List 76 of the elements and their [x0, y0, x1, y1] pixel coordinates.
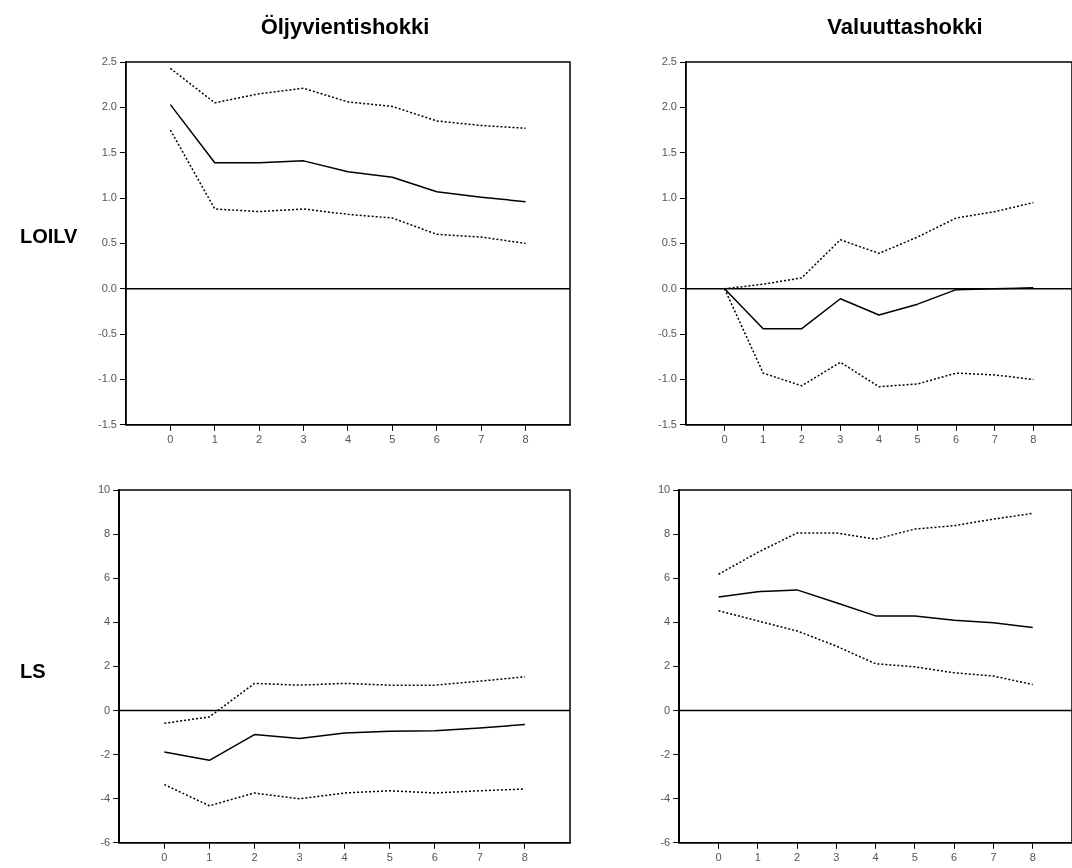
x-tick-label: 0 [161, 851, 168, 864]
y-tick-label: -0.5 [657, 327, 677, 340]
x-tick-label: 5 [389, 433, 396, 446]
y-tick-label: -2 [100, 747, 111, 760]
y-tick-label: 0.0 [101, 281, 117, 294]
x-tick-label: 0 [721, 433, 728, 446]
y-tick-label: 8 [664, 527, 671, 540]
x-tick-label: 8 [521, 851, 528, 864]
y-tick-label: 2.5 [101, 55, 117, 68]
y-tick-label: -1.5 [97, 417, 117, 430]
x-tick-label: 4 [875, 433, 883, 446]
y-axis-title: LOILV [20, 225, 78, 248]
x-tick-label: 4 [344, 433, 352, 446]
y-tick-label: 2.5 [661, 55, 677, 68]
y-tick-label: -6 [660, 835, 671, 848]
y-tick-label: 1.0 [661, 191, 677, 204]
y-tick-label: 1.5 [101, 145, 117, 158]
x-tick-label: 1 [211, 433, 218, 446]
x-tick-label: 1 [760, 433, 767, 446]
x-tick-label: 8 [1029, 851, 1036, 864]
y-tick-label: 1.5 [661, 145, 677, 158]
y-tick-label: 0 [664, 703, 671, 716]
x-tick-label: 3 [837, 433, 844, 446]
x-tick-label: 6 [951, 851, 958, 864]
y-tick-label: 0 [104, 703, 111, 716]
x-tick-label: 2 [256, 433, 263, 446]
y-tick-label: 10 [657, 483, 671, 496]
x-tick-label: 0 [715, 851, 722, 864]
x-tick-label: 7 [476, 851, 483, 864]
y-tick-label: 2 [104, 659, 111, 672]
x-tick-label: 5 [914, 433, 921, 446]
x-tick-label: 3 [296, 851, 303, 864]
y-tick-label: 1.0 [101, 191, 117, 204]
x-tick-label: 1 [206, 851, 213, 864]
x-tick-label: 1 [754, 851, 761, 864]
x-tick-label: 4 [872, 851, 879, 864]
x-tick-label: 7 [990, 851, 997, 864]
x-tick-label: 2 [794, 851, 801, 864]
x-tick-label: 8 [1030, 433, 1037, 446]
y-tick-label: -1.5 [657, 417, 677, 430]
x-tick-label: 3 [833, 851, 840, 864]
y-tick-label: -6 [100, 835, 111, 848]
y-tick-label: 8 [104, 527, 111, 540]
y-tick-label: 2 [664, 659, 671, 672]
y-tick-label: -1.0 [657, 372, 677, 385]
y-tick-label: 6 [104, 571, 111, 584]
x-tick-label: 7 [478, 433, 485, 446]
y-tick-label: 2.0 [661, 100, 677, 113]
x-tick-label: 8 [522, 433, 529, 446]
x-tick-label: 6 [953, 433, 960, 446]
y-tick-label: 0.5 [661, 236, 677, 249]
x-tick-label: 5 [911, 851, 918, 864]
x-tick-label: 5 [386, 851, 393, 864]
y-tick-label: -0.5 [97, 327, 117, 340]
y-tick-label: 2.0 [101, 100, 117, 113]
x-tick-label: 2 [798, 433, 805, 446]
y-tick-label: -1.0 [97, 372, 117, 385]
y-tick-label: -4 [100, 791, 111, 804]
y-tick-label: 10 [97, 483, 111, 496]
x-tick-label: 0 [167, 433, 174, 446]
y-tick-label: 4 [664, 615, 671, 628]
x-tick-label: 4 [341, 851, 348, 864]
chart-title: Valuuttashokki [826, 14, 984, 40]
y-tick-label: 0.0 [661, 281, 677, 294]
chart-title: Öljyvientishokki [259, 14, 431, 40]
y-tick-label: 4 [104, 615, 111, 628]
x-tick-label: 3 [300, 433, 307, 446]
y-tick-label: -2 [660, 747, 671, 760]
y-axis-title: LS [20, 660, 46, 683]
y-tick-label: 6 [664, 571, 671, 584]
y-tick-label: -4 [660, 791, 671, 804]
x-tick-label: 6 [433, 433, 440, 446]
x-tick-label: 6 [431, 851, 438, 864]
x-tick-label: 2 [251, 851, 258, 864]
y-tick-label: 0.5 [101, 236, 117, 249]
x-tick-label: 7 [991, 433, 998, 446]
